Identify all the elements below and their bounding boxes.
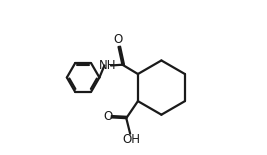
- Text: OH: OH: [122, 133, 140, 146]
- Text: NH: NH: [99, 59, 116, 72]
- Text: O: O: [104, 110, 113, 123]
- Text: O: O: [113, 33, 122, 46]
